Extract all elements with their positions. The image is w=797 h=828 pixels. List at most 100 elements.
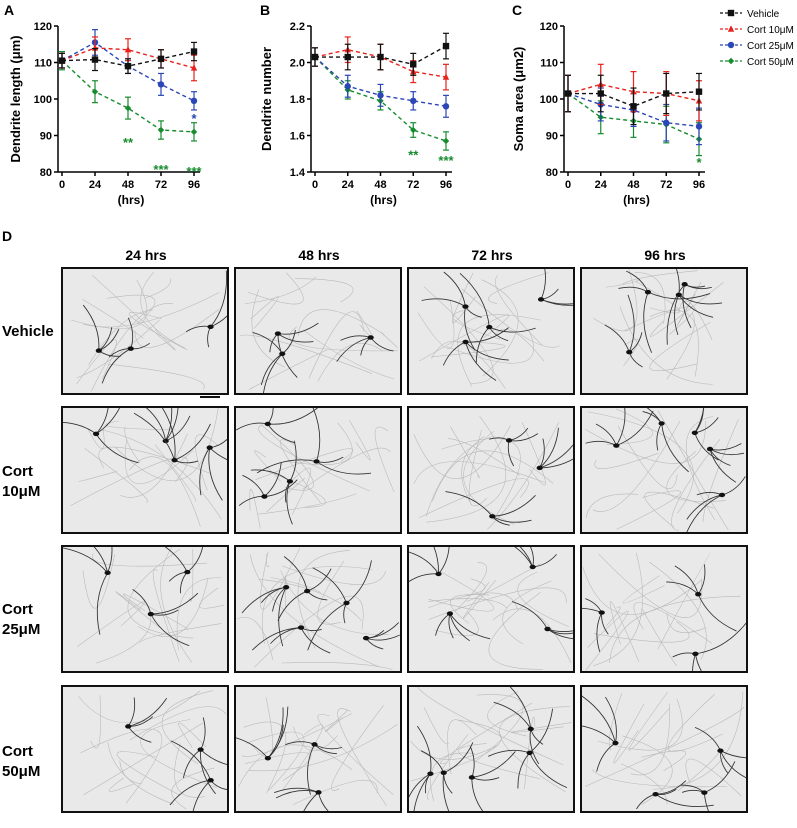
fiber: [585, 493, 639, 518]
x-axis-label: (hrs): [623, 193, 650, 207]
fiber: [238, 744, 353, 787]
fiber: [417, 299, 455, 349]
neuron: [63, 408, 139, 464]
soma: [526, 750, 533, 756]
neuron: [582, 598, 609, 652]
fiber: [198, 587, 224, 609]
data-point: [564, 90, 572, 97]
x-tick-label: 24: [595, 179, 608, 191]
fiber: [649, 282, 724, 337]
data-point: [58, 57, 66, 64]
dendrite: [274, 787, 319, 793]
x-tick-label: 96: [440, 179, 452, 191]
fiber: [425, 435, 495, 517]
fiber: [119, 433, 188, 498]
neuron: [199, 438, 227, 501]
fiber: [254, 595, 364, 668]
dendrite: [263, 353, 283, 393]
y-tick-label: 100: [540, 94, 558, 106]
neuron: [691, 408, 719, 461]
fiber: [144, 278, 172, 299]
dendrite: [703, 792, 709, 811]
dendrite: [250, 469, 291, 482]
chart-panel-c: 80 90 100 110 120 0 24 48 72 96 (hrs) Soma area (μm…: [511, 21, 705, 207]
fiber: [628, 691, 670, 751]
dendrite: [674, 565, 699, 595]
soma: [486, 324, 493, 330]
fiber: [297, 309, 385, 336]
fiber: [249, 488, 261, 529]
soma: [706, 446, 714, 452]
fiber: [83, 722, 204, 796]
dendrite: [488, 749, 530, 757]
dendrite: [509, 687, 532, 729]
y-tick-label: 120: [540, 21, 558, 33]
data-point: [344, 83, 351, 90]
row-header-line1: Cort: [2, 463, 33, 480]
soma: [613, 443, 620, 448]
data-point: [190, 97, 198, 105]
fiber: [92, 553, 208, 567]
neuron: [537, 269, 573, 306]
dendrite: [678, 294, 714, 318]
fiber: [641, 750, 686, 772]
soma: [343, 600, 350, 606]
neuron-illustration: [63, 408, 227, 527]
dendrite: [686, 494, 723, 532]
y-axis-label: Dendrite number: [259, 47, 274, 151]
significance-marker: ***: [438, 153, 454, 168]
fiber: [105, 420, 176, 431]
fiber: [261, 425, 314, 491]
neuron: [132, 589, 199, 647]
soma: [527, 726, 534, 732]
fiber: [423, 286, 494, 384]
dendrite: [684, 283, 706, 288]
neuron: [409, 547, 450, 582]
dendrite: [278, 587, 287, 647]
row-header-line2: 25μM: [2, 621, 41, 638]
data-point: [442, 73, 450, 80]
fiber: [78, 690, 201, 724]
data-point: [124, 46, 132, 53]
fiber: [511, 722, 572, 733]
dendrite: [604, 324, 630, 353]
fiber: [613, 703, 645, 764]
soma: [681, 282, 688, 287]
fiber: [622, 270, 698, 285]
dendrite: [459, 272, 490, 328]
fiber: [419, 314, 510, 362]
fiber: [374, 426, 395, 493]
dendrite: [252, 331, 283, 355]
fiber: [91, 303, 174, 392]
dendrite: [539, 458, 573, 469]
dendrite: [267, 423, 296, 444]
fiber: [90, 695, 101, 749]
neuron-illustration: [236, 697, 398, 811]
soma: [367, 335, 374, 340]
chart-panel-a: 80 90 100 110 120 0 24 48 72 96 (hrs) Dendrite leng…: [8, 21, 203, 207]
dendrite: [433, 547, 439, 574]
line-charts: 80 90 100 110 120 0 24 48 72 96 (hrs) Dendrite leng…: [8, 9, 794, 207]
dendrite: [492, 495, 536, 517]
column-header-48hrs: 48 hrs: [298, 247, 340, 263]
neuron-illustration: [239, 272, 398, 393]
fiber: [521, 422, 546, 486]
dendrite: [596, 742, 616, 772]
dendrite: [539, 427, 559, 469]
fiber: [88, 309, 153, 365]
dendrite: [449, 613, 471, 642]
series-line: [61, 47, 195, 69]
fiber: [487, 422, 559, 530]
data-point: [597, 90, 604, 97]
fiber: [293, 779, 378, 805]
dendrite: [514, 547, 534, 568]
fiber: [254, 450, 281, 482]
data-point: [663, 90, 670, 97]
dendrite: [507, 440, 515, 467]
y-axis-label: Soma area (μm2): [511, 47, 526, 152]
fiber: [592, 420, 681, 512]
dendrite: [133, 412, 175, 461]
dendrite: [150, 592, 199, 615]
dendrite: [174, 423, 211, 461]
fiber: [349, 420, 371, 461]
